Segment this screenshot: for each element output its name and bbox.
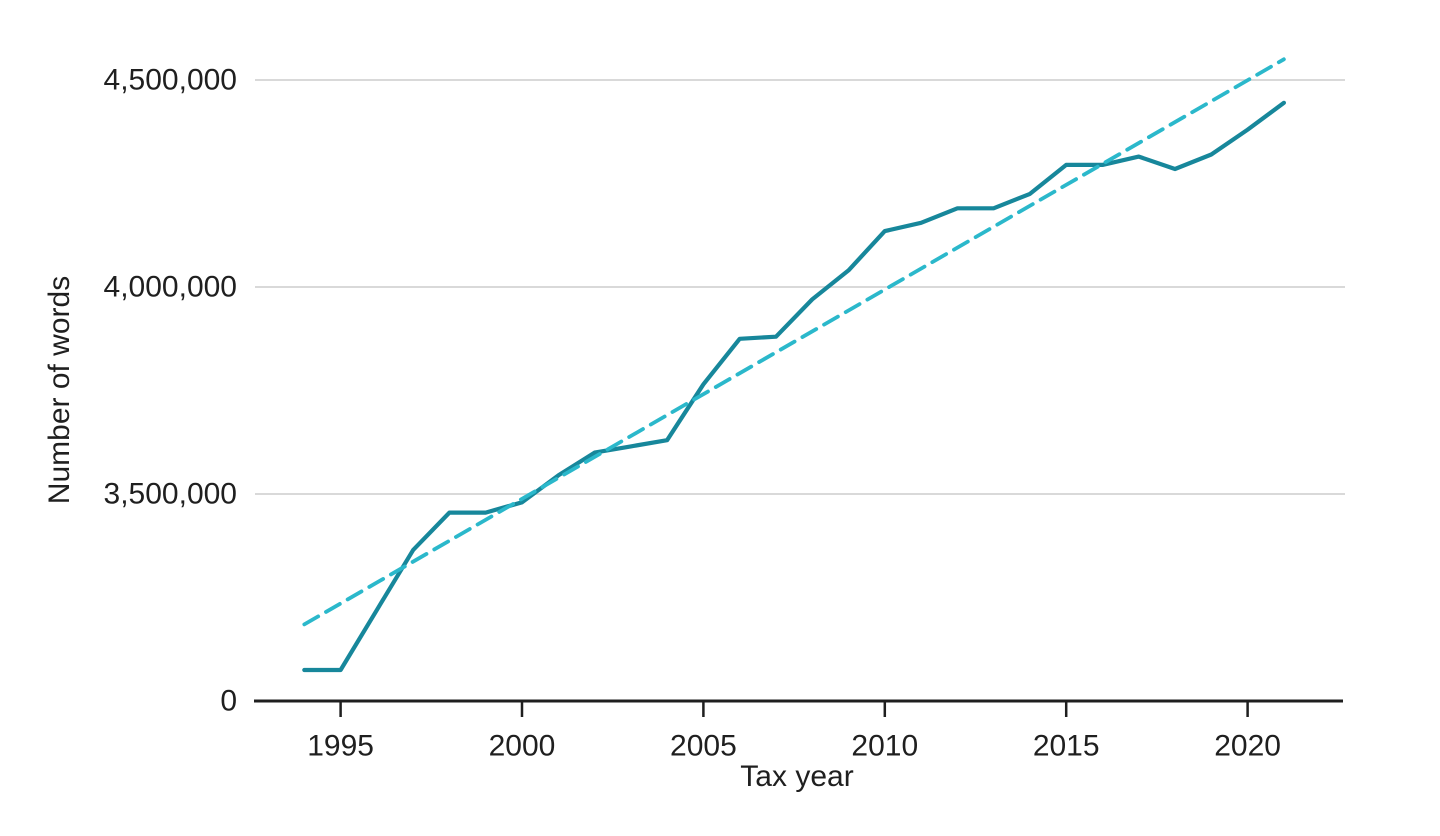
x-tick-label: 2015 (1033, 730, 1100, 763)
trend-line (302, 57, 1286, 627)
y-tick-label: 4,500,000 (104, 64, 237, 97)
x-tick-label: 1995 (307, 730, 374, 763)
x-tick-label: 2005 (670, 730, 737, 763)
x-tick-label: 2020 (1214, 730, 1281, 763)
x-axis-title: Tax year (740, 760, 854, 793)
y-tick-label: 3,500,000 (104, 478, 237, 511)
data-line-words (302, 100, 1287, 673)
x-tick-label: 2000 (489, 730, 556, 763)
y-tick-label: 4,000,000 (104, 271, 237, 304)
x-tick-label: 2010 (851, 730, 918, 763)
y-axis-title: Number of words (43, 275, 76, 505)
y-tick-label: 0 (220, 685, 237, 718)
